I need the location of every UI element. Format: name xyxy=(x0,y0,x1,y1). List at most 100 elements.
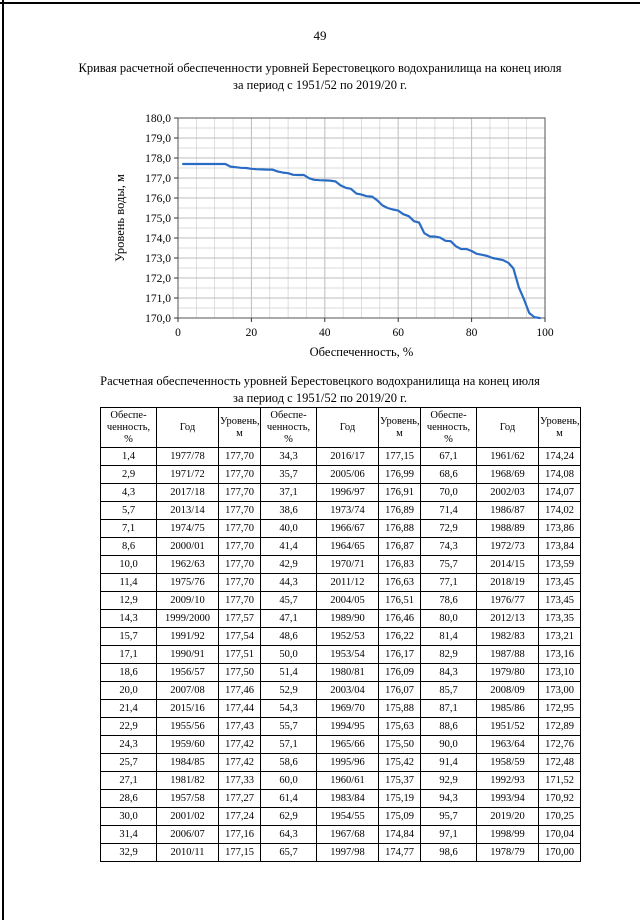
x-tick-label: 100 xyxy=(536,327,554,339)
table-cell: 17,1 xyxy=(100,645,157,664)
table-cell: 1982/83 xyxy=(476,627,539,646)
table-cell: 2004/05 xyxy=(316,591,379,610)
probability-curve-chart: 0 20 40 60 80 100 170,0 171,0 172,0 173,0 174,0 175… xyxy=(0,100,640,365)
y-tick-label: 178,0 xyxy=(145,153,171,165)
table-cell: 1955/56 xyxy=(156,717,219,736)
y-tick-label: 174,0 xyxy=(145,233,171,245)
table-cell: 1976/77 xyxy=(476,591,539,610)
table-row: 2,9 1971/72 177,70 35,7 2005/06 176,99 68,6 196… xyxy=(100,465,581,484)
table-cell: 176,99 xyxy=(378,465,421,484)
x-tick-label: 20 xyxy=(246,327,258,339)
table-cell: 15,7 xyxy=(100,627,157,646)
table-cell: 12,9 xyxy=(100,591,157,610)
table-cell: 177,50 xyxy=(218,663,261,682)
table-cell: 174,08 xyxy=(538,465,581,484)
table-cell: 70,0 xyxy=(420,483,477,502)
table-cell: 65,7 xyxy=(260,843,317,862)
table-cell: 1989/90 xyxy=(316,609,379,628)
table-cell: 2005/06 xyxy=(316,465,379,484)
table-row: 21,4 2015/16 177,44 54,3 1969/70 175,88 87,1 19… xyxy=(100,699,581,718)
table-cell: 1957/58 xyxy=(156,789,219,808)
table-cell: 1995/96 xyxy=(316,753,379,772)
table-cell: 177,46 xyxy=(218,681,261,700)
table-cell: 177,42 xyxy=(218,735,261,754)
table-cell: 176,46 xyxy=(378,609,421,628)
table-cell: 172,95 xyxy=(538,699,581,718)
table-cell: 176,83 xyxy=(378,555,421,574)
table-cell: 1997/98 xyxy=(316,843,379,862)
table-cell: 2002/03 xyxy=(476,483,539,502)
scan-edge-left xyxy=(2,0,4,920)
table-cell: 1960/61 xyxy=(316,771,379,790)
table-cell: 172,76 xyxy=(538,735,581,754)
y-tick-label: 172,0 xyxy=(145,273,171,285)
table-cell: 174,07 xyxy=(538,483,581,502)
table-cell: 1959/60 xyxy=(156,735,219,754)
table-cell: 174,24 xyxy=(538,447,581,466)
table-cell: 52,9 xyxy=(260,681,317,700)
table-cell: 34,3 xyxy=(260,447,317,466)
table-cell: 60,0 xyxy=(260,771,317,790)
table-cell: 173,35 xyxy=(538,609,581,628)
table-cell: 175,88 xyxy=(378,699,421,718)
page-number: 49 xyxy=(313,28,327,43)
table-cell: 82,9 xyxy=(420,645,477,664)
table-cell: 2003/04 xyxy=(316,681,379,700)
table-cell: 174,84 xyxy=(378,825,421,844)
table-cell: 91,4 xyxy=(420,753,477,772)
table-cell: 1990/91 xyxy=(156,645,219,664)
table-cell: 2007/08 xyxy=(156,681,219,700)
table-cell: 97,1 xyxy=(420,825,477,844)
table-cell: 2000/01 xyxy=(156,537,219,556)
table-cell: 1971/72 xyxy=(156,465,219,484)
y-tick-label: 180,0 xyxy=(145,113,171,125)
table-row: 17,1 1990/91 177,51 50,0 1953/54 176,17 82,9 19… xyxy=(100,645,581,664)
table-cell: 1965/66 xyxy=(316,735,379,754)
table-cell: 31,4 xyxy=(100,825,157,844)
table-cell: 177,70 xyxy=(218,591,261,610)
table-row: 27,1 1981/82 177,33 60,0 1960/61 175,37 92,9 19… xyxy=(100,771,581,790)
table-cell: 1993/94 xyxy=(476,789,539,808)
table-cell: 1979/80 xyxy=(476,663,539,682)
table-cell: 175,09 xyxy=(378,807,421,826)
table-cell: 35,7 xyxy=(260,465,317,484)
table-cell: 74,3 xyxy=(420,537,477,556)
table-cell: 176,07 xyxy=(378,681,421,700)
table-cell: 18,6 xyxy=(100,663,157,682)
table-cell: 1964/65 xyxy=(316,537,379,556)
table-cell: 85,7 xyxy=(420,681,477,700)
table-cell: 81,4 xyxy=(420,627,477,646)
table-row: 24,3 1959/60 177,42 57,1 1965/66 175,50 90,0 19… xyxy=(100,735,581,754)
table-cell: 2016/17 xyxy=(316,447,379,466)
chart-title-line1: Кривая расчетной обеспеченности уровней … xyxy=(78,61,562,75)
column-header: Год xyxy=(156,407,219,448)
table-cell: 57,1 xyxy=(260,735,317,754)
table-cell: 1998/99 xyxy=(476,825,539,844)
table-cell: 4,3 xyxy=(100,483,157,502)
column-header: Год xyxy=(476,407,539,448)
y-tick-label: 179,0 xyxy=(145,133,171,145)
table-cell: 67,1 xyxy=(420,447,477,466)
table-cell: 25,7 xyxy=(100,753,157,772)
table-cell: 177,54 xyxy=(218,627,261,646)
table-cell: 2019/20 xyxy=(476,807,539,826)
table-cell: 68,6 xyxy=(420,465,477,484)
table-cell: 1977/78 xyxy=(156,447,219,466)
y-tick-label: 175,0 xyxy=(145,213,171,225)
table-row: 20,0 2007/08 177,46 52,9 2003/04 176,07 85,7 20… xyxy=(100,681,581,700)
table-cell: 175,50 xyxy=(378,735,421,754)
table-cell: 173,45 xyxy=(538,573,581,592)
table-row: 7,1 1974/75 177,70 40,0 1966/67 176,88 72,9 198… xyxy=(100,519,581,538)
table-cell: 7,1 xyxy=(100,519,157,538)
chart-title-line2: за период с 1951/52 по 2019/20 г. xyxy=(233,78,407,92)
table-cell: 1970/71 xyxy=(316,555,379,574)
table-cell: 173,86 xyxy=(538,519,581,538)
table-cell: 62,9 xyxy=(260,807,317,826)
table-cell: 37,1 xyxy=(260,483,317,502)
chart-title: Кривая расчетной обеспеченности уровней … xyxy=(45,60,595,94)
table-cell: 1986/87 xyxy=(476,501,539,520)
table-cell: 1956/57 xyxy=(156,663,219,682)
table-cell: 177,42 xyxy=(218,753,261,772)
table-cell: 177,70 xyxy=(218,573,261,592)
table-cell: 177,70 xyxy=(218,519,261,538)
